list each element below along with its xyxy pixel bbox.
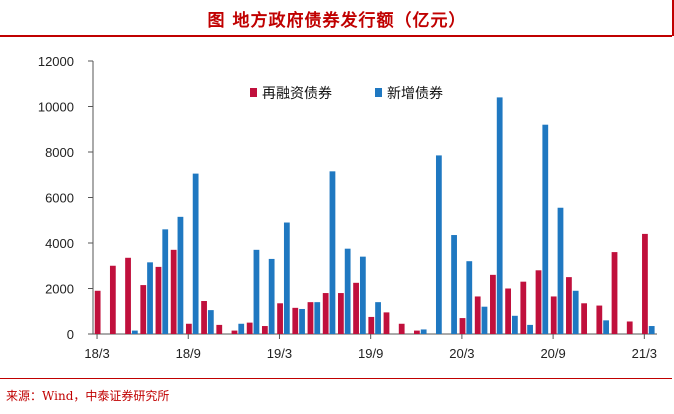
bar-refinance xyxy=(490,274,496,334)
bar-new-issue xyxy=(375,302,381,334)
bar-new-issue xyxy=(359,256,366,334)
bar-new-issue xyxy=(344,248,351,334)
x-tick-label: 20/3 xyxy=(449,346,474,361)
bar-refinance xyxy=(398,323,405,334)
bar-new-issue xyxy=(299,308,305,334)
x-tick-label: 19/9 xyxy=(358,346,383,361)
bar-refinance xyxy=(535,270,542,334)
bar-refinance xyxy=(383,312,390,334)
y-tick-label: 0 xyxy=(67,327,74,342)
bar-new-issue xyxy=(192,173,199,334)
bar-refinance xyxy=(155,266,162,334)
bar-new-issue xyxy=(177,216,184,334)
bar-refinance xyxy=(596,305,603,334)
y-tick-label: 4000 xyxy=(45,236,74,251)
y-tick-label: 12000 xyxy=(38,54,74,69)
bar-refinance xyxy=(550,296,557,334)
bar-new-issue xyxy=(435,155,442,334)
bar-refinance xyxy=(581,303,588,334)
x-tick-label: 18/3 xyxy=(84,346,109,361)
bar-refinance xyxy=(520,281,527,334)
x-tick-label: 21/3 xyxy=(632,346,657,361)
bar-new-issue xyxy=(162,229,169,334)
bar-refinance xyxy=(474,296,481,334)
bar-refinance xyxy=(626,321,633,334)
bar-new-issue xyxy=(557,207,564,334)
x-axis: 18/3 18/9 19/3 19/9 20/3 20/9 21/3 xyxy=(84,333,657,361)
bar-new-issue xyxy=(314,302,321,334)
bar-refinance xyxy=(307,302,314,334)
y-axis: 0 2000 4000 6000 8000 10000 12000 xyxy=(38,54,94,342)
bar-new-issue xyxy=(572,290,579,334)
bar-refinance xyxy=(368,316,375,334)
bar-refinance xyxy=(201,301,207,334)
x-tick-label: 18/9 xyxy=(176,346,201,361)
bar-new-issue xyxy=(511,315,518,334)
x-tick-label: 19/3 xyxy=(267,346,292,361)
bar-new-issue xyxy=(268,258,275,334)
bar-new-issue xyxy=(283,222,290,334)
bar-new-issue xyxy=(238,323,245,334)
legend-swatch xyxy=(250,88,257,97)
bar-refinance xyxy=(170,249,177,334)
bar-refinance xyxy=(185,323,192,334)
title-right-edge xyxy=(672,0,674,36)
bar-new-issue xyxy=(648,326,655,334)
source-note: 来源：Wind，中泰证券研究所 xyxy=(6,389,170,403)
bar-refinance xyxy=(140,285,147,334)
bar-new-issue xyxy=(496,97,503,335)
bar-refinance xyxy=(261,326,268,334)
y-tick-label: 8000 xyxy=(45,145,74,160)
bar-new-issue xyxy=(542,124,549,334)
bar-new-issue xyxy=(329,171,336,334)
bar-new-issue xyxy=(207,310,214,334)
bar-refinance xyxy=(566,277,572,334)
bar-new-issue xyxy=(147,262,153,334)
legend: 再融资债券 新增债券 xyxy=(250,86,443,102)
bar-refinance xyxy=(94,290,101,334)
legend-label: 再融资债券 xyxy=(262,86,332,102)
bar-refinance xyxy=(337,293,344,334)
chart-title: 图 地方政府债券发行额（亿元） xyxy=(207,11,467,31)
bar-refinance xyxy=(109,265,116,334)
bar-new-issue xyxy=(131,330,138,334)
title-underline xyxy=(0,35,672,37)
source-divider xyxy=(0,378,672,379)
bar-new-issue xyxy=(527,324,533,334)
x-tick-label: 20/9 xyxy=(540,346,565,361)
bar-refinance xyxy=(125,257,131,334)
bar-refinance xyxy=(246,322,253,334)
bar-new-issue xyxy=(481,306,488,334)
bars xyxy=(94,97,655,335)
bar-refinance xyxy=(642,233,648,334)
y-tick-label: 6000 xyxy=(45,191,74,206)
bar-refinance xyxy=(216,324,223,334)
y-tick-label: 2000 xyxy=(45,282,74,297)
bar-refinance xyxy=(353,282,359,334)
legend-label: 新增债券 xyxy=(387,86,443,102)
bar-refinance xyxy=(505,288,511,334)
bar-refinance xyxy=(277,303,283,334)
bar-refinance xyxy=(459,318,466,334)
bar-chart: 0 2000 4000 6000 8000 10000 12000 18/3 18/9 19/3… xyxy=(38,54,657,361)
bar-refinance xyxy=(414,330,420,334)
bar-refinance xyxy=(292,307,299,334)
y-tick-label: 10000 xyxy=(38,100,74,115)
bar-new-issue xyxy=(603,320,609,334)
bar-refinance xyxy=(322,293,329,334)
bar-new-issue xyxy=(253,249,260,334)
bar-new-issue xyxy=(451,235,457,334)
bar-new-issue xyxy=(420,329,427,334)
legend-swatch xyxy=(375,88,382,97)
title-bar: 图 地方政府债券发行额（亿元） xyxy=(0,0,674,37)
bar-new-issue xyxy=(466,261,473,334)
bar-refinance xyxy=(231,330,238,334)
bar-refinance xyxy=(611,252,618,334)
